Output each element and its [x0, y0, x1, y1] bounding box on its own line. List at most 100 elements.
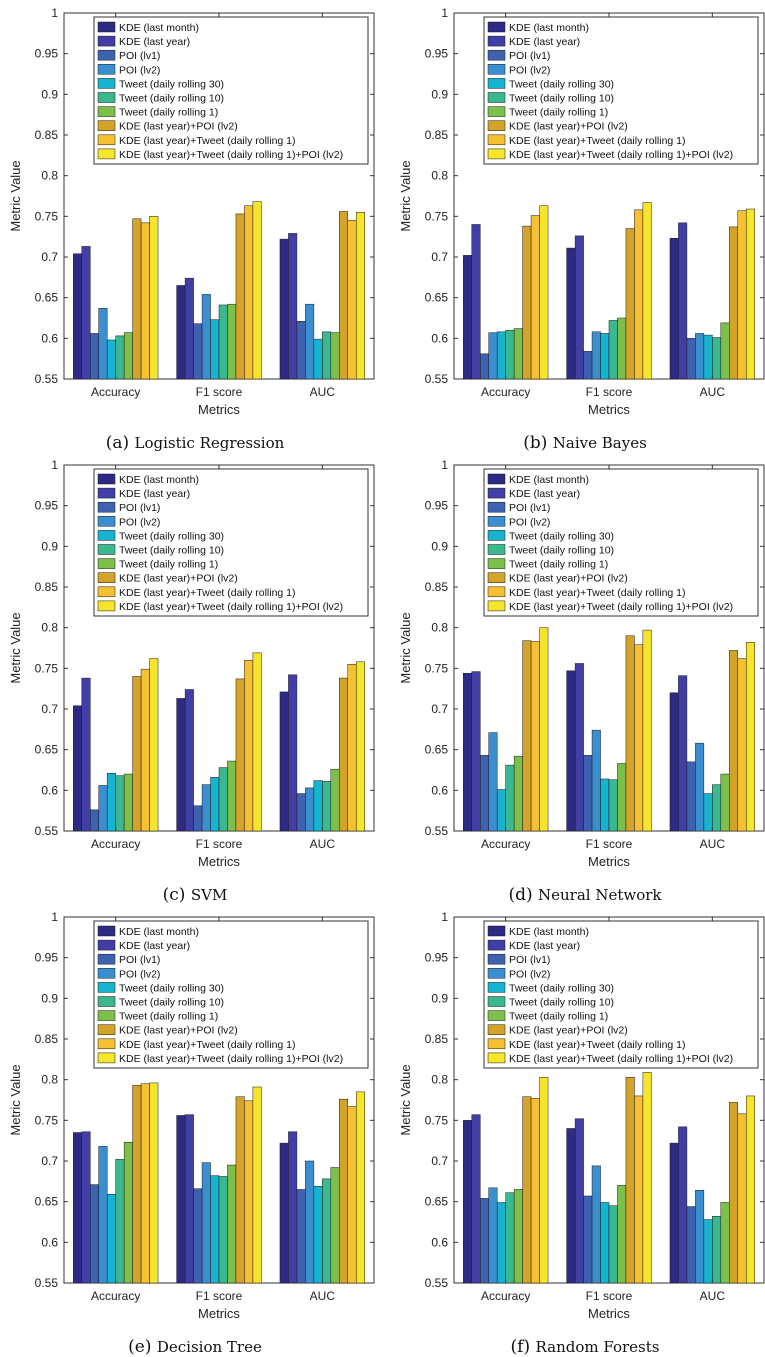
legend-entry: KDE (last month) — [509, 926, 589, 938]
legend-swatch — [487, 35, 506, 47]
bar — [583, 1195, 593, 1284]
bar — [669, 1142, 679, 1284]
legend-swatch — [487, 544, 506, 555]
y-tick-label: 1 — [51, 458, 58, 472]
bar — [73, 253, 83, 380]
x-tick-label: Accuracy — [481, 1289, 530, 1303]
bar — [193, 323, 203, 380]
legend-swatch — [487, 1024, 506, 1035]
legend-swatch — [487, 939, 506, 951]
bar — [745, 208, 755, 380]
bar — [313, 780, 323, 832]
legend-entry: KDE (last year)+Tweet (daily rolling 1)+… — [509, 601, 733, 613]
bar — [608, 320, 618, 380]
legend-entry: POI (lv2) — [509, 64, 550, 76]
legend-entry: KDE (last year) — [509, 36, 580, 48]
y-tick-label: 0.8 — [431, 1073, 448, 1087]
bar — [463, 1120, 473, 1284]
bar — [73, 705, 83, 832]
x-tick-label: AUC — [310, 837, 336, 851]
y-tick-label: 0.7 — [41, 1154, 58, 1168]
y-tick-label: 0.65 — [35, 743, 59, 757]
bar — [513, 1189, 523, 1284]
bar — [210, 319, 220, 380]
bar — [530, 1098, 540, 1284]
bar — [617, 1185, 627, 1284]
legend-entry: KDE (last year) — [509, 488, 580, 500]
chart-panel: 0.55 0.6 0.65 0.7 0.75 0.8 0.85 0.9 0.95 1 Accurac… — [398, 6, 765, 453]
legend-swatch — [487, 134, 506, 146]
legend-swatch — [487, 92, 506, 103]
legend-swatch — [487, 558, 506, 569]
bar — [634, 1095, 644, 1284]
bar — [355, 661, 365, 832]
legend-entry: Tweet (daily rolling 1) — [119, 559, 218, 571]
x-tick-label: F1 score — [586, 1289, 633, 1303]
bar — [106, 773, 116, 832]
bar — [505, 329, 515, 380]
bar — [123, 332, 133, 380]
bar — [729, 226, 739, 380]
legend-entry: POI (lv2) — [509, 968, 550, 980]
bar — [252, 201, 262, 380]
bar — [669, 692, 679, 832]
bar — [201, 294, 211, 380]
bar — [479, 1198, 489, 1284]
legend-swatch — [487, 982, 506, 993]
bar — [539, 627, 549, 832]
legend-swatch — [97, 148, 116, 160]
x-tick-label: Accuracy — [91, 837, 140, 851]
y-axis-label: Metric Value — [8, 160, 23, 231]
y-tick-label: 0.9 — [431, 87, 448, 101]
legend-swatch — [97, 558, 116, 569]
bar — [745, 642, 755, 832]
legend-entry: POI (lv1) — [509, 954, 550, 966]
bar — [288, 674, 298, 832]
x-tick-label: AUC — [310, 385, 336, 399]
legend-entry: KDE (last year)+Tweet (daily rolling 1) — [509, 1039, 686, 1051]
panel-caption: (b) Naive Bayes — [523, 433, 647, 453]
bar — [89, 1184, 99, 1284]
bar — [642, 202, 652, 380]
legend-entry: KDE (last month) — [509, 22, 589, 34]
legend-entry: POI (lv2) — [119, 64, 160, 76]
bar — [703, 793, 713, 832]
bar — [218, 304, 228, 380]
legend-entry: Tweet (daily rolling 1) — [509, 1011, 608, 1023]
legend-entry: KDE (last year)+Tweet (daily rolling 1) — [509, 135, 686, 147]
legend-entry: Tweet (daily rolling 1) — [119, 1011, 218, 1023]
y-tick-label: 1 — [441, 6, 448, 20]
bar — [745, 1095, 755, 1284]
bar — [686, 761, 696, 832]
bar — [330, 1167, 340, 1284]
bar — [608, 1205, 618, 1284]
x-tick-label: Accuracy — [91, 385, 140, 399]
bar — [227, 760, 237, 832]
y-axis-label: Metric Value — [8, 612, 23, 683]
panel-caption: (e) Decision Tree — [128, 1337, 262, 1357]
legend-entry: KDE (last year)+Tweet (daily rolling 1)+… — [119, 1053, 343, 1065]
legend-box — [483, 16, 759, 165]
legend-entry: Tweet (daily rolling 1) — [509, 107, 608, 119]
bar — [600, 778, 610, 832]
panel-caption: (d) Neural Network — [508, 885, 662, 905]
legend-entry: POI (lv2) — [119, 968, 160, 980]
y-tick-label: 0.55 — [425, 372, 449, 386]
bar — [678, 675, 688, 832]
legend-swatch — [487, 600, 506, 612]
legend-swatch — [97, 49, 116, 61]
legend-entry: KDE (last year)+POI (lv2) — [509, 121, 628, 133]
bar — [625, 228, 635, 380]
bar — [132, 1085, 142, 1284]
legend-swatch — [487, 586, 506, 598]
legend-swatch — [487, 64, 506, 75]
y-tick-label: 0.75 — [35, 209, 59, 223]
legend-swatch — [487, 516, 506, 527]
legend-swatch — [97, 120, 116, 131]
bar — [244, 659, 254, 832]
y-tick-label: 0.75 — [425, 661, 449, 675]
bar — [235, 1096, 245, 1284]
bar — [530, 641, 540, 832]
y-axis-label: Metric Value — [8, 1064, 23, 1135]
